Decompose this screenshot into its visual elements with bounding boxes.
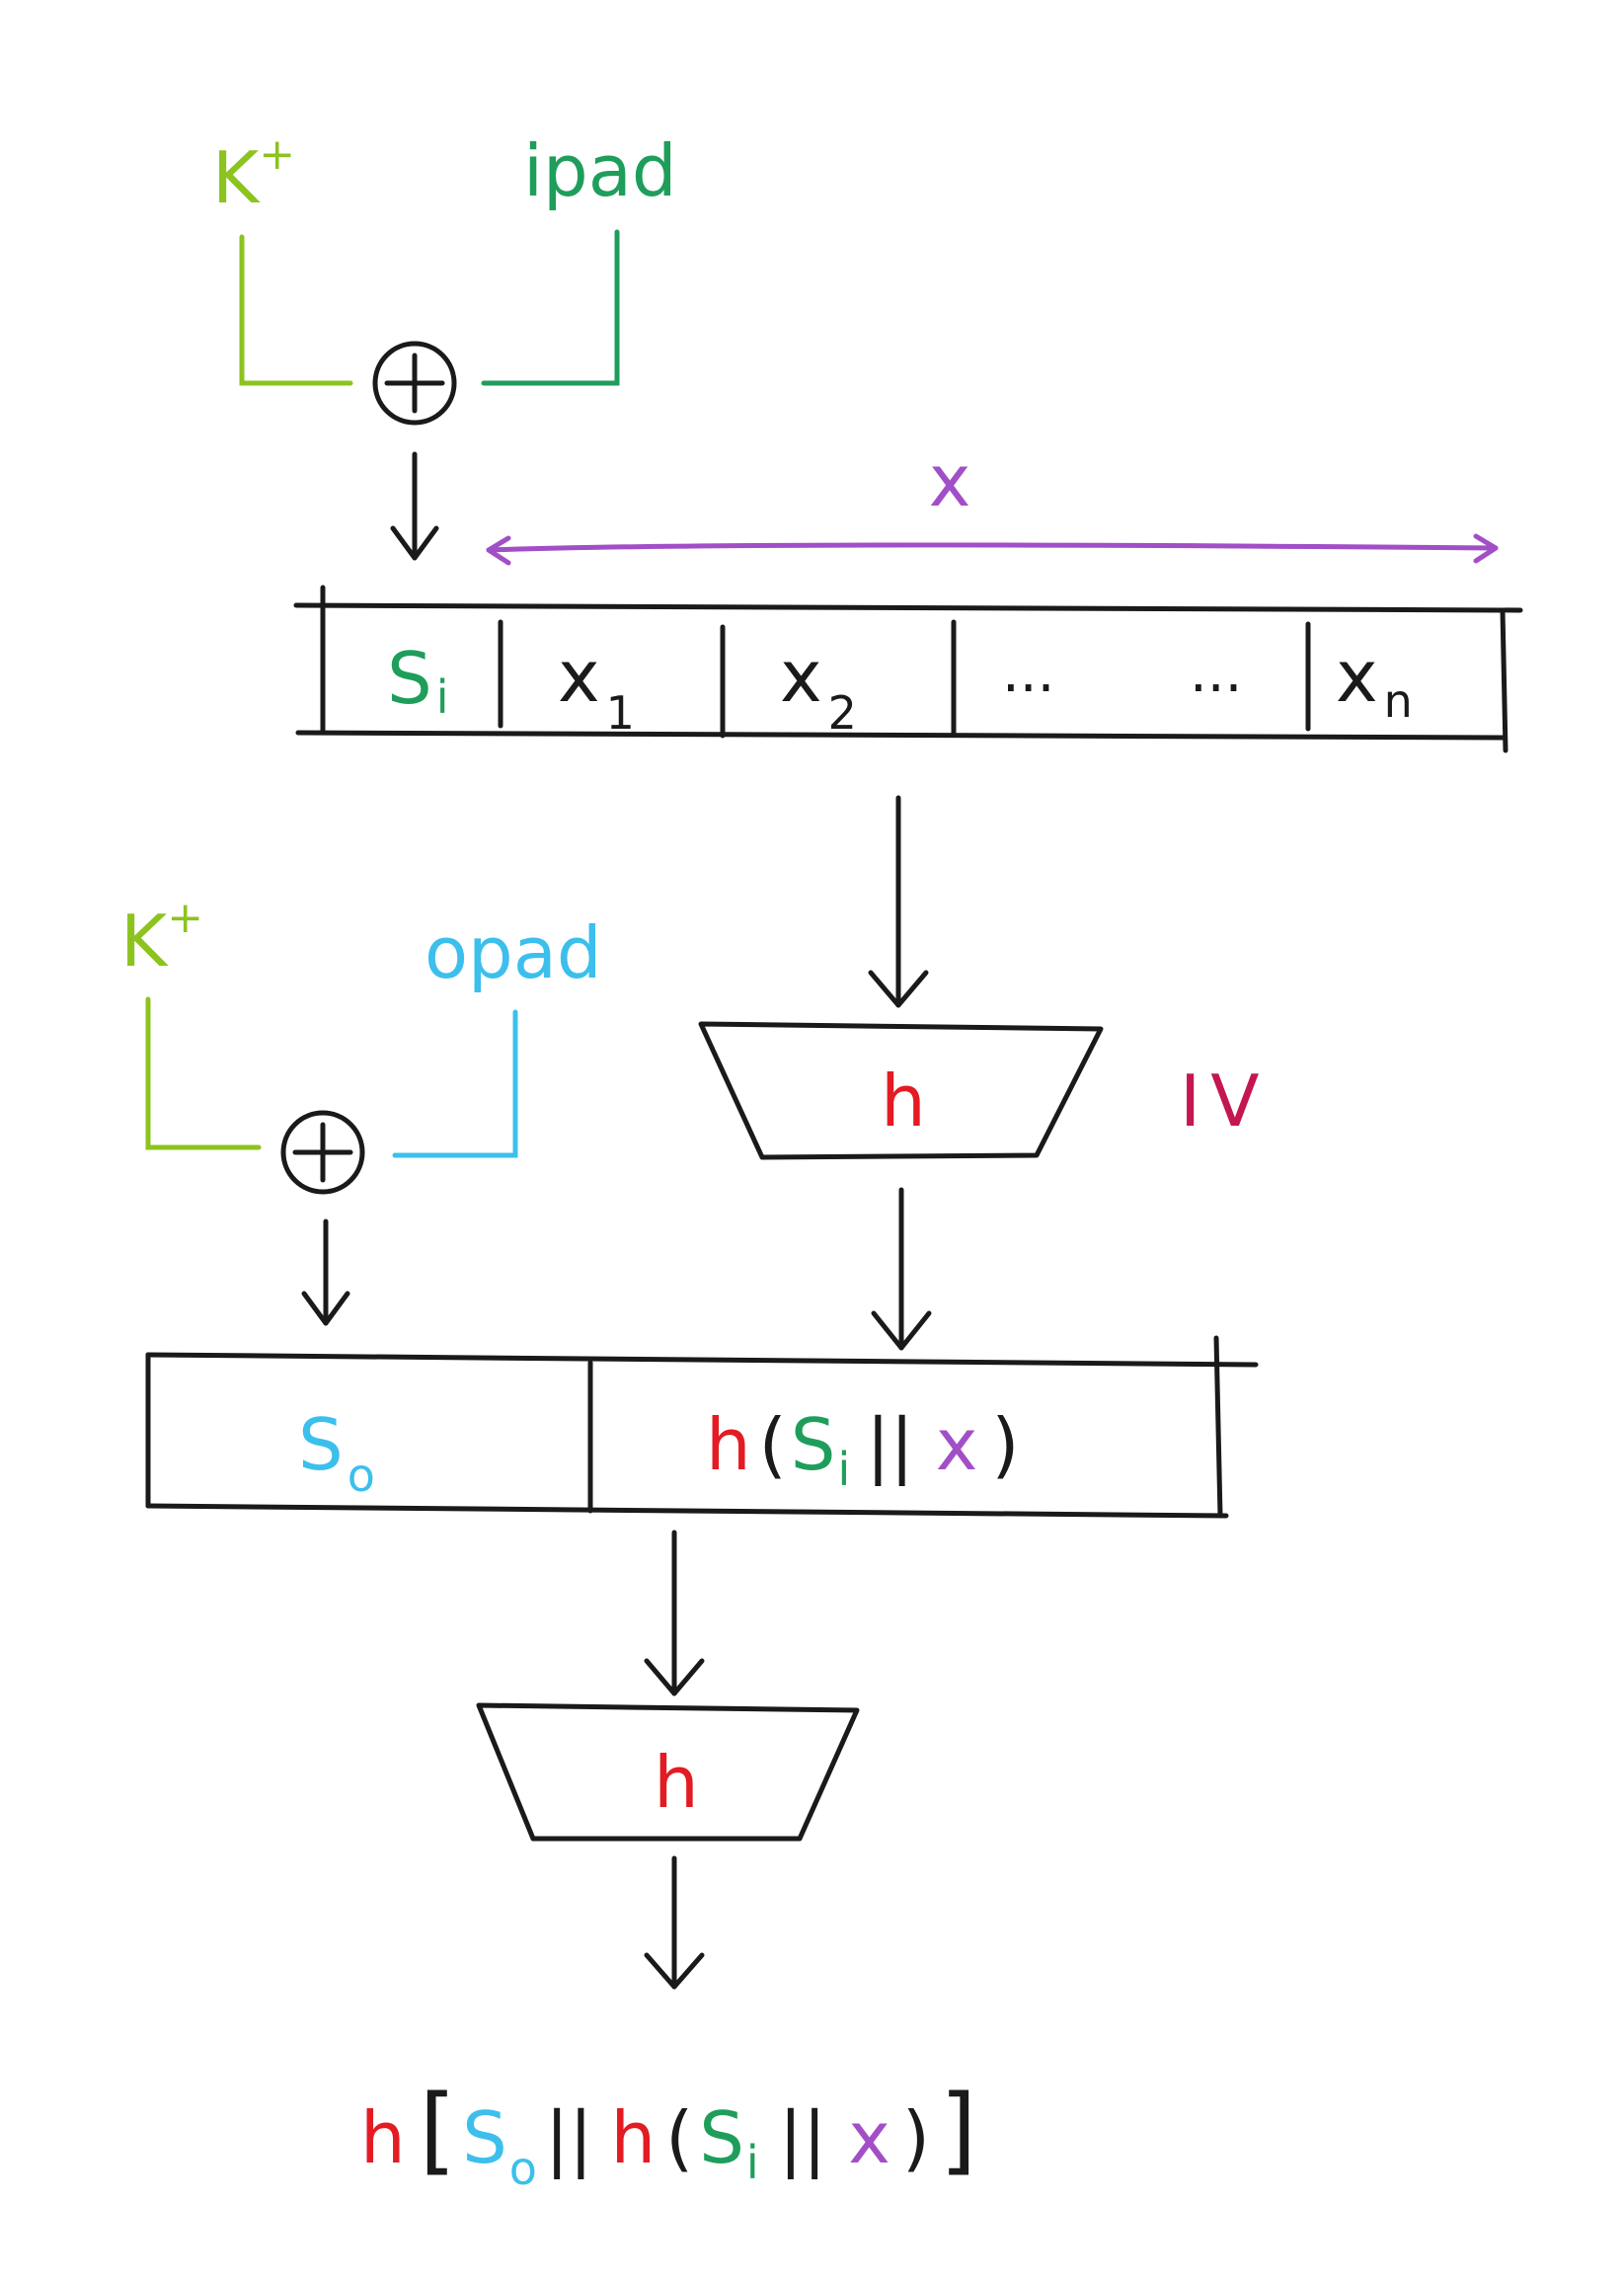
outer-pad-line	[392, 1009, 518, 1158]
blocks-to-inner-hash-arrow-icon	[868, 795, 929, 1008]
outer-hash-icon	[476, 1702, 860, 1842]
inner-key-line	[239, 234, 353, 386]
concat-to-outer-hash-arrow-icon	[644, 1530, 705, 1696]
inner-pad-label: ipad	[523, 129, 677, 212]
outer-key-label: K+	[120, 893, 203, 983]
outer-concat-row	[145, 1335, 1259, 1519]
block-dots-left: ...	[1002, 641, 1054, 705]
inner-hash-label: h	[881, 1060, 926, 1142]
outer-key-line	[145, 996, 262, 1150]
outer-xor-down-arrow-icon	[301, 1219, 350, 1326]
outer-hash-label: h	[654, 1741, 699, 1824]
message-span-arrow-icon	[486, 533, 1499, 566]
block-si: Si	[387, 637, 448, 724]
inner-xor-down-arrow-icon	[390, 451, 439, 561]
hmac-result-expression: h [So || h (Si || x)]	[360, 2075, 976, 2195]
iv-label: IV	[1180, 1060, 1270, 1142]
inner-pad-line	[481, 229, 620, 386]
outer-xor-icon	[280, 1110, 365, 1195]
inner-key-label: K+	[212, 129, 295, 219]
outer-block-so: So	[298, 1403, 375, 1502]
inner-hash-icon	[698, 1021, 1104, 1160]
message-blocks-row	[293, 585, 1523, 753]
outer-pad-label: opad	[425, 911, 602, 994]
inner-hash-down-arrow-icon	[871, 1187, 932, 1351]
block-dots-right: ...	[1190, 641, 1242, 705]
inner-xor-icon	[372, 341, 457, 426]
message-x-label: x	[929, 439, 971, 522]
outer-hash-down-arrow-icon	[644, 1855, 705, 1990]
outer-block-inner-hash-expr: h (Si || x)	[706, 1403, 1019, 1496]
